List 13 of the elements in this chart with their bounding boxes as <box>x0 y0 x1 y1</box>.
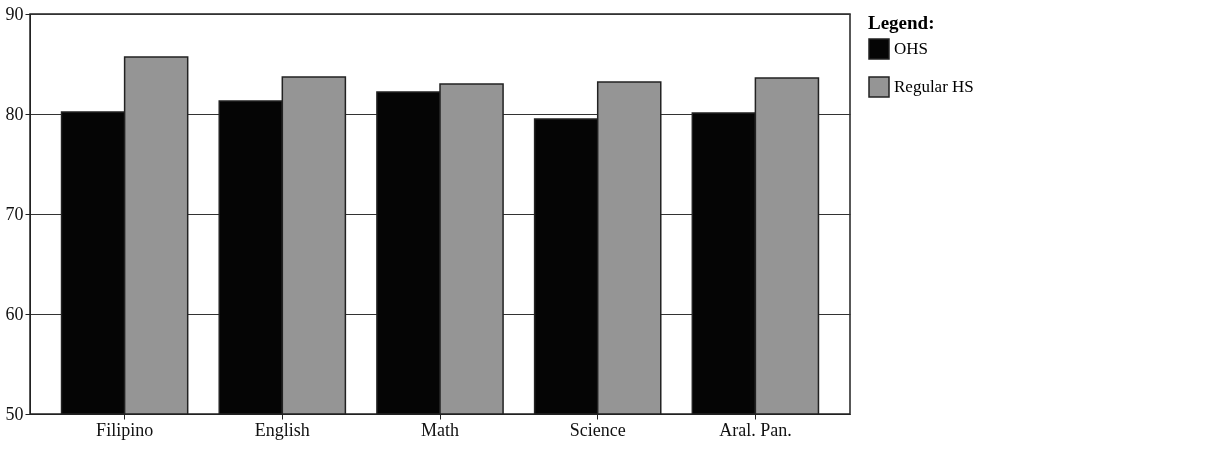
x-tick-label: English <box>254 419 310 440</box>
y-tick-label: 90 <box>5 3 24 24</box>
y-tick-label: 80 <box>5 103 24 124</box>
x-tick-label: Math <box>421 419 459 440</box>
legend-label: Regular HS <box>894 77 974 96</box>
y-tick-label: 50 <box>5 403 24 424</box>
x-tick-label: Aral. Pan. <box>719 419 792 440</box>
y-tick-label: 70 <box>5 203 24 224</box>
legend-title: Legend: <box>868 12 935 33</box>
x-tick-label: Filipino <box>96 419 154 440</box>
legend-label: OHS <box>894 39 929 58</box>
y-tick-label: 60 <box>5 303 24 324</box>
x-tick-label: Science <box>569 419 626 440</box>
